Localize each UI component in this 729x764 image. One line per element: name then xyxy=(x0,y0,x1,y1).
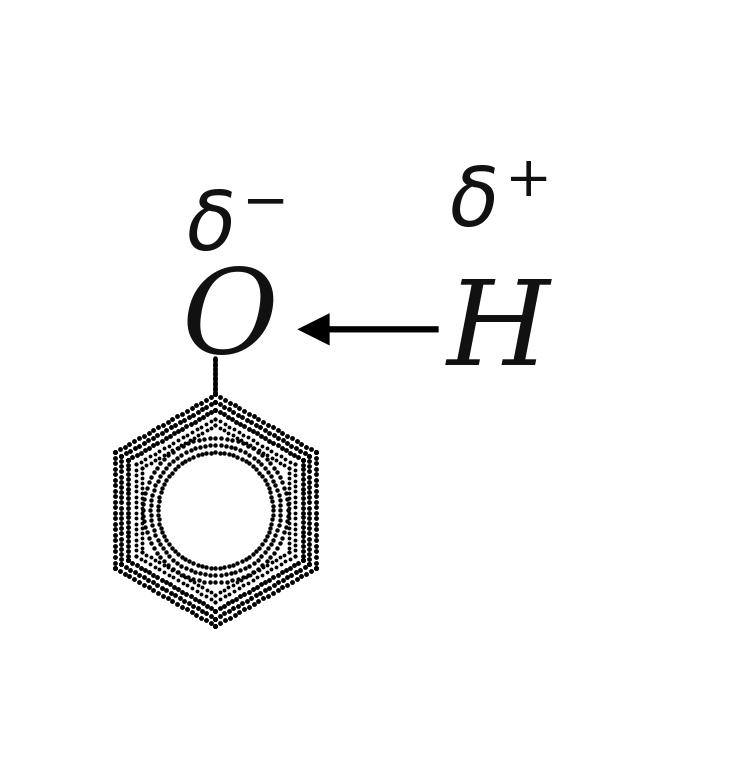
Text: $\mathit{\delta}^{-}$: $\mathit{\delta}^{-}$ xyxy=(186,189,284,267)
Text: H: H xyxy=(446,275,550,390)
Text: O: O xyxy=(182,264,278,378)
Text: $\mathit{\delta}^{+}$: $\mathit{\delta}^{+}$ xyxy=(448,166,547,244)
